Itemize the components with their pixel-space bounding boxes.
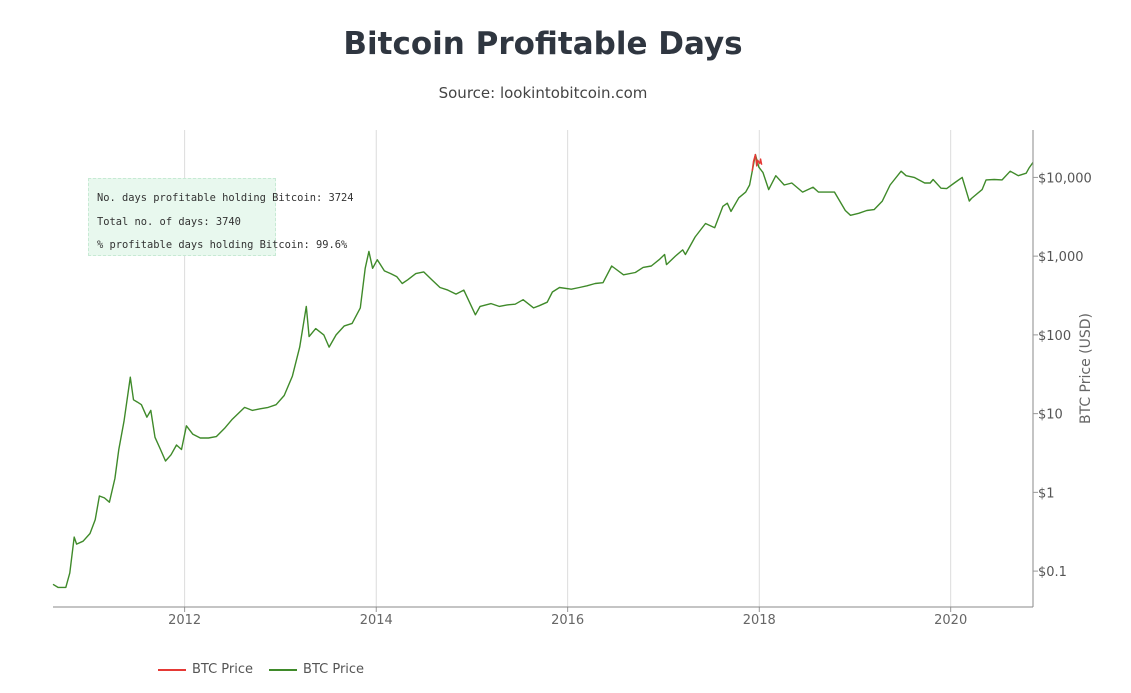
y-axis-title: BTC Price (USD) [1078,313,1094,424]
legend-swatch-red [158,668,186,671]
x-tick-label: 2014 [360,613,393,628]
y-tick-label: $1 [1038,486,1055,501]
series-layer [52,153,1034,589]
y-tick-label: $1,000 [1038,250,1084,265]
legend: BTC Price BTC Price [158,662,364,677]
profitable-days-text: No. days profitable holding Bitcoin: 372… [97,192,354,204]
y-tick-label: $0.1 [1038,565,1067,580]
chart-title: Bitcoin Profitable Days [343,26,743,62]
y-tick-label: $10 [1038,408,1063,423]
x-tick-label: 2020 [934,613,967,628]
x-tick-label: 2012 [168,613,201,628]
y-tick-label: $10,000 [1038,171,1092,186]
y-tick-label: $100 [1038,329,1071,344]
chart-subtitle: Source: lookintobitcoin.com [438,84,648,102]
percent-profitable-text: % profitable days holding Bitcoin: 99.6% [97,239,348,251]
legend-swatch-green [269,668,298,671]
legend-label: BTC Price [192,662,254,677]
total-days-text: Total no. of days: 3740 [97,215,241,228]
series-line-btc-price-green [52,153,1034,589]
legend-label: BTC Price [303,662,365,677]
grid-lines [184,130,952,607]
x-tick-label: 2016 [551,613,584,628]
axes: 2012 2014 2016 2018 2020 $0.1 $1 $10 $100 $1,000 $… [53,130,1094,628]
stats-box: No. days profitable holding Bitcoin: 372… [88,178,354,256]
series-line-btc-price-red [751,153,763,172]
legend-item-btc-price-green[interactable]: BTC Price [269,662,364,677]
x-tick-label: 2018 [743,613,776,628]
legend-item-btc-price-red[interactable]: BTC Price [158,662,253,677]
